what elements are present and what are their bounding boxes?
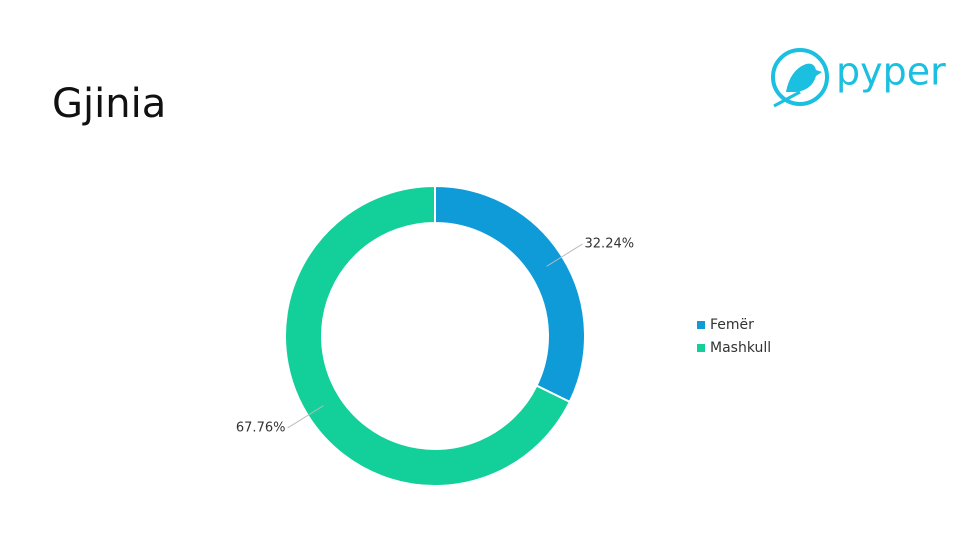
legend-label: Femër (710, 317, 754, 333)
data-label: 67.76% (236, 420, 286, 435)
leader-line (287, 405, 324, 429)
logo: pyper (771, 48, 946, 108)
chart-title: Gjinia (52, 81, 166, 127)
data-label: 32.24% (585, 237, 635, 252)
logo-tail (773, 90, 801, 108)
leader-line (546, 243, 583, 267)
legend-swatch (697, 344, 705, 352)
legend-swatch (697, 321, 705, 329)
legend-label: Mashkull (710, 340, 771, 356)
logo-text: pyper (836, 50, 946, 94)
donut-segment (284, 184, 572, 487)
logo-bird (786, 63, 822, 92)
logo-ring (771, 48, 829, 106)
